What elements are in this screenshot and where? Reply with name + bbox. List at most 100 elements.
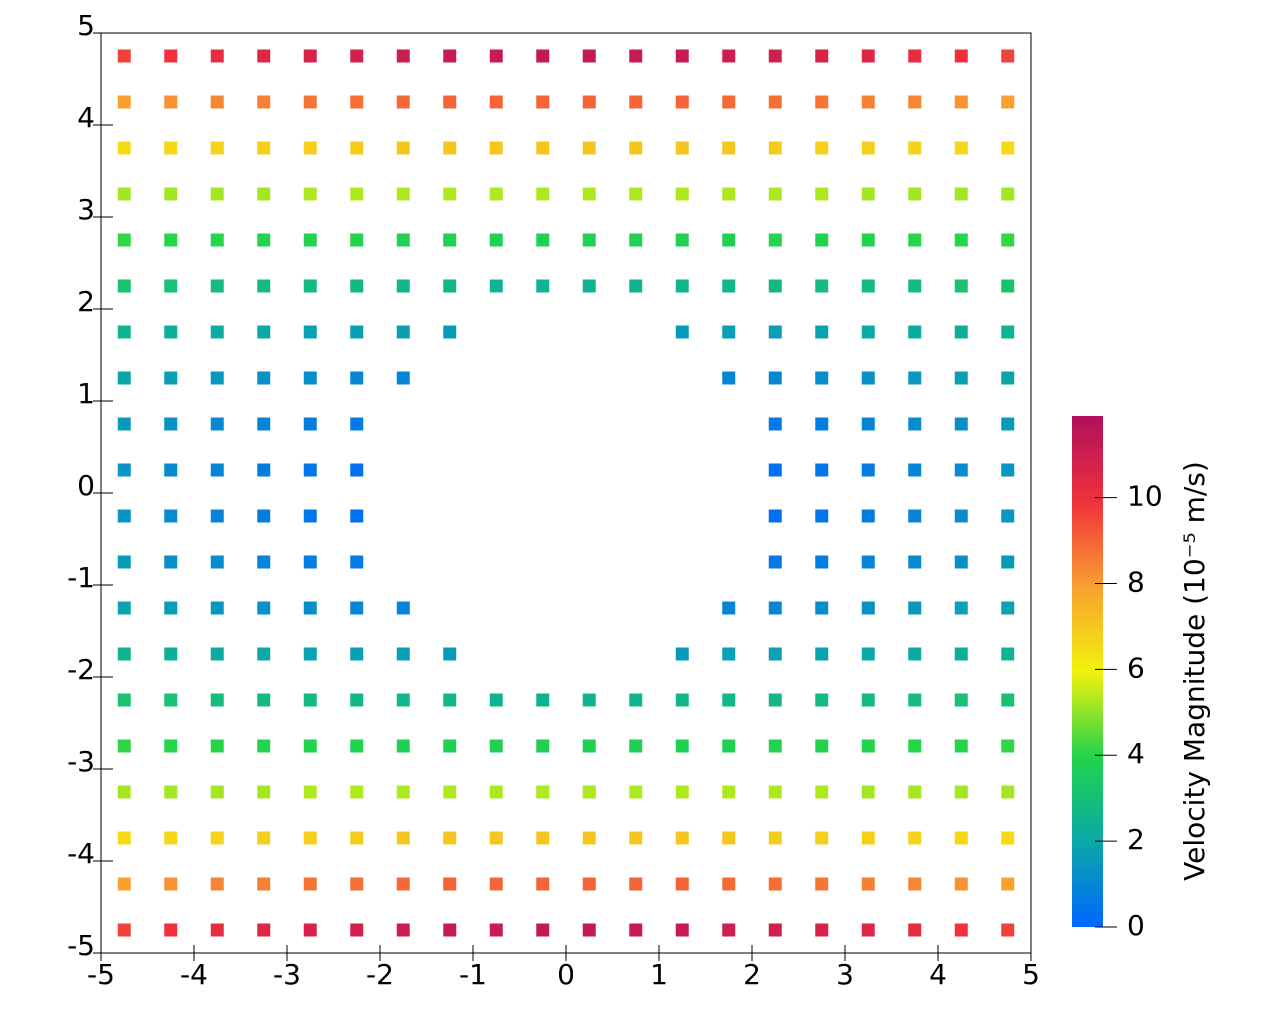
point <box>257 509 271 523</box>
point <box>350 233 364 247</box>
point <box>257 187 271 201</box>
point <box>164 923 178 937</box>
point <box>675 923 689 937</box>
point <box>396 877 410 891</box>
point <box>396 49 410 63</box>
point <box>210 279 224 293</box>
point <box>815 923 829 937</box>
point <box>815 785 829 799</box>
point <box>1001 233 1015 247</box>
point <box>1001 785 1015 799</box>
point <box>582 233 596 247</box>
point <box>164 49 178 63</box>
point <box>350 417 364 431</box>
point <box>815 693 829 707</box>
point <box>768 831 782 845</box>
point <box>954 279 968 293</box>
point <box>861 233 875 247</box>
point <box>629 923 643 937</box>
point <box>443 233 457 247</box>
point <box>768 509 782 523</box>
point <box>396 233 410 247</box>
point <box>443 325 457 339</box>
point <box>303 417 317 431</box>
point <box>536 95 550 109</box>
point <box>164 417 178 431</box>
point <box>443 187 457 201</box>
point <box>210 923 224 937</box>
point <box>768 693 782 707</box>
point <box>396 647 410 661</box>
point <box>768 739 782 753</box>
point <box>722 371 736 385</box>
point <box>117 187 131 201</box>
point <box>1001 647 1015 661</box>
point <box>350 187 364 201</box>
point <box>117 463 131 477</box>
point <box>303 509 317 523</box>
point <box>1001 877 1015 891</box>
point <box>489 141 503 155</box>
point <box>443 739 457 753</box>
point <box>164 95 178 109</box>
point <box>675 693 689 707</box>
point <box>164 233 178 247</box>
point <box>303 739 317 753</box>
point <box>350 555 364 569</box>
point <box>396 785 410 799</box>
point <box>629 95 643 109</box>
point <box>1001 601 1015 615</box>
point <box>443 95 457 109</box>
point <box>1001 417 1015 431</box>
point <box>164 279 178 293</box>
point <box>582 49 596 63</box>
point <box>861 49 875 63</box>
x-tick-label: -2 <box>366 958 394 991</box>
point <box>257 325 271 339</box>
x-tick-label: 3 <box>836 958 854 991</box>
point <box>908 555 922 569</box>
point <box>675 141 689 155</box>
point <box>536 279 550 293</box>
point <box>350 463 364 477</box>
point <box>768 279 782 293</box>
point <box>815 417 829 431</box>
point <box>954 601 968 615</box>
point <box>164 509 178 523</box>
point <box>443 831 457 845</box>
point <box>675 647 689 661</box>
point <box>954 647 968 661</box>
point <box>1001 141 1015 155</box>
point <box>815 141 829 155</box>
point <box>1001 463 1015 477</box>
point <box>350 785 364 799</box>
point <box>768 877 782 891</box>
point <box>1001 555 1015 569</box>
colorbar-tick-label: 6 <box>1127 651 1145 684</box>
point <box>257 233 271 247</box>
point <box>489 95 503 109</box>
x-tick-label: 2 <box>743 958 761 991</box>
point <box>489 233 503 247</box>
point <box>536 785 550 799</box>
point <box>257 693 271 707</box>
point <box>303 463 317 477</box>
point <box>954 325 968 339</box>
point <box>536 49 550 63</box>
point <box>722 647 736 661</box>
point <box>861 325 875 339</box>
colorbar-label: Velocity Magnitude (10⁻⁵ m/s) <box>1178 461 1211 881</box>
point <box>582 279 596 293</box>
point <box>861 371 875 385</box>
point <box>396 187 410 201</box>
point <box>303 647 317 661</box>
point <box>815 187 829 201</box>
point <box>908 877 922 891</box>
y-tick-label: 5 <box>77 9 95 42</box>
point <box>536 831 550 845</box>
point <box>815 555 829 569</box>
points <box>117 49 1015 937</box>
point <box>908 141 922 155</box>
point <box>117 739 131 753</box>
